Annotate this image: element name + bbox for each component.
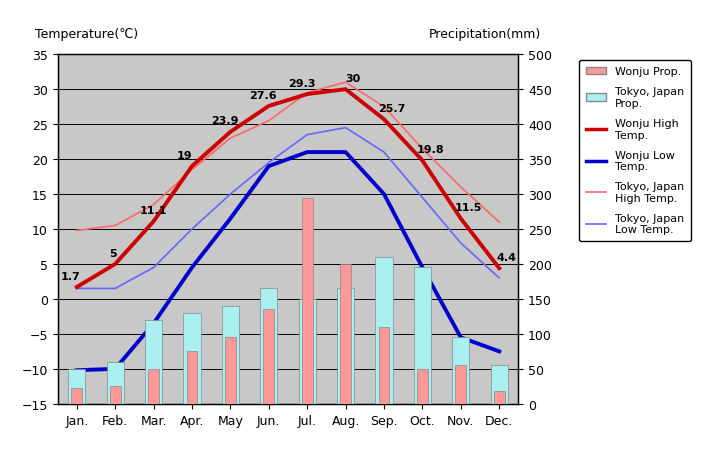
Wonju High
Temp. — [456, 216, 465, 222]
Bar — [222, 306, 239, 404]
Tokyo, Japan
High Temp. — [149, 202, 158, 208]
Wonju High
Temp. — [495, 266, 503, 271]
Tokyo, Japan
Low Temp. — [341, 126, 350, 131]
Bar — [71, 389, 82, 404]
Text: 19.8: 19.8 — [416, 145, 444, 155]
Text: 30: 30 — [346, 73, 361, 84]
Bar — [302, 198, 312, 404]
Bar — [452, 338, 469, 404]
Bar — [456, 365, 466, 404]
Wonju Low
Temp. — [456, 335, 465, 341]
Wonju Low
Temp. — [303, 150, 312, 156]
Wonju High
Temp. — [379, 117, 388, 123]
Wonju Low
Temp. — [149, 321, 158, 326]
Bar — [145, 320, 162, 404]
Bar — [184, 313, 201, 404]
Wonju High
Temp. — [303, 92, 312, 98]
Text: Precipitation(mm): Precipitation(mm) — [429, 28, 541, 41]
Text: 27.6: 27.6 — [249, 90, 277, 101]
Tokyo, Japan
Low Temp. — [111, 286, 120, 291]
Bar — [225, 338, 235, 404]
Legend: Wonju Prop., Tokyo, Japan
Prop., Wonju High
Temp., Wonju Low
Temp., Tokyo, Japan: Wonju Prop., Tokyo, Japan Prop., Wonju H… — [580, 61, 690, 241]
Text: 1.7: 1.7 — [61, 271, 81, 281]
Tokyo, Japan
Low Temp. — [379, 150, 388, 156]
Wonju Low
Temp. — [226, 216, 235, 222]
Wonju High
Temp. — [341, 87, 350, 93]
Tokyo, Japan
Low Temp. — [149, 265, 158, 271]
Wonju Low
Temp. — [341, 150, 350, 156]
Tokyo, Japan
High Temp. — [341, 80, 350, 86]
Bar — [148, 369, 159, 404]
Bar — [375, 257, 392, 404]
Tokyo, Japan
Low Temp. — [456, 241, 465, 246]
Wonju Low
Temp. — [111, 366, 120, 372]
Tokyo, Japan
Low Temp. — [226, 192, 235, 197]
Text: 11.5: 11.5 — [455, 203, 482, 213]
Bar — [417, 369, 428, 404]
Tokyo, Japan
High Temp. — [456, 185, 465, 190]
Tokyo, Japan
High Temp. — [379, 105, 388, 110]
Wonju Low
Temp. — [73, 368, 81, 373]
Text: 5: 5 — [109, 248, 117, 258]
Tokyo, Japan
Low Temp. — [495, 275, 503, 281]
Tokyo, Japan
High Temp. — [188, 168, 197, 173]
Wonju High
Temp. — [111, 262, 120, 267]
Tokyo, Japan
Low Temp. — [303, 133, 312, 138]
Line: Tokyo, Japan
High Temp.: Tokyo, Japan High Temp. — [77, 83, 499, 231]
Text: 11.1: 11.1 — [140, 206, 167, 215]
Tokyo, Japan
Low Temp. — [188, 227, 197, 232]
Tokyo, Japan
High Temp. — [495, 220, 503, 225]
Bar — [264, 310, 274, 404]
Tokyo, Japan
High Temp. — [111, 223, 120, 229]
Bar — [494, 392, 505, 404]
Wonju High
Temp. — [73, 285, 81, 290]
Tokyo, Japan
Low Temp. — [73, 286, 81, 291]
Wonju Low
Temp. — [495, 349, 503, 354]
Bar — [490, 365, 508, 404]
Tokyo, Japan
High Temp. — [226, 136, 235, 141]
Text: Temperature(℃): Temperature(℃) — [35, 28, 138, 41]
Tokyo, Japan
Low Temp. — [264, 161, 273, 166]
Tokyo, Japan
Low Temp. — [418, 196, 427, 201]
Bar — [337, 289, 354, 404]
Text: 19: 19 — [176, 151, 192, 160]
Wonju Low
Temp. — [264, 164, 273, 169]
Bar — [260, 289, 277, 404]
Tokyo, Japan
High Temp. — [264, 118, 273, 124]
Wonju High
Temp. — [188, 164, 197, 169]
Text: 25.7: 25.7 — [378, 104, 405, 113]
Wonju High
Temp. — [264, 104, 273, 109]
Tokyo, Japan
High Temp. — [303, 91, 312, 96]
Line: Wonju Low
Temp.: Wonju Low Temp. — [77, 153, 499, 370]
Tokyo, Japan
High Temp. — [418, 146, 427, 152]
Wonju High
Temp. — [226, 130, 235, 135]
Bar — [110, 386, 120, 404]
Bar — [341, 264, 351, 404]
Bar — [414, 268, 431, 404]
Bar — [379, 327, 390, 404]
Text: 23.9: 23.9 — [211, 116, 238, 126]
Bar — [68, 369, 86, 404]
Wonju Low
Temp. — [379, 192, 388, 197]
Wonju High
Temp. — [149, 219, 158, 224]
Wonju Low
Temp. — [188, 265, 197, 271]
Text: 29.3: 29.3 — [288, 78, 315, 89]
Tokyo, Japan
High Temp. — [73, 228, 81, 234]
Line: Tokyo, Japan
Low Temp.: Tokyo, Japan Low Temp. — [77, 129, 499, 289]
Bar — [107, 362, 124, 404]
Bar — [299, 299, 316, 404]
Wonju Low
Temp. — [418, 265, 427, 271]
Bar — [186, 352, 197, 404]
Text: 4.4: 4.4 — [497, 252, 517, 262]
Wonju High
Temp. — [418, 158, 427, 164]
Line: Wonju High
Temp.: Wonju High Temp. — [77, 90, 499, 287]
